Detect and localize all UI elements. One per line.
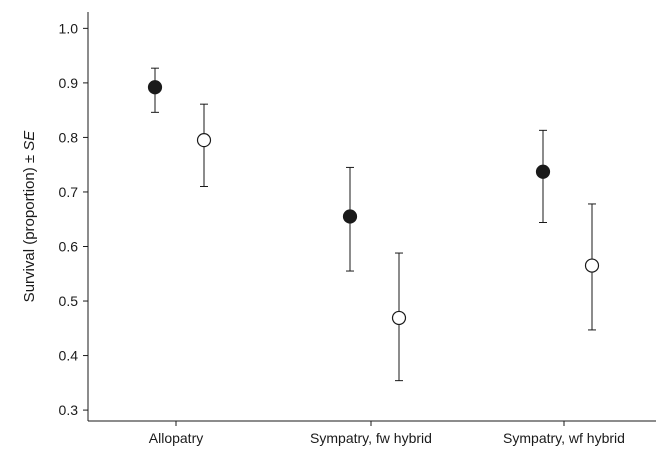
y-tick-label: 1.0 <box>59 20 79 36</box>
data-point-group <box>391 252 407 382</box>
x-category-labels: Allopatry Sympatry, fw hybrid Sympatry, wf… <box>149 421 625 446</box>
y-tick-label: 0.5 <box>59 293 79 309</box>
filled-point <box>342 209 358 224</box>
open-point <box>584 258 600 273</box>
y-axis-title: Survival (proportion) ± SE <box>21 130 38 303</box>
filled-point <box>147 80 163 95</box>
y-ticks: 0.3 0.4 0.5 0.6 0.7 0.8 0.9 1.0 <box>59 20 88 418</box>
y-tick-label: 0.9 <box>59 75 79 91</box>
x-category-label: Allopatry <box>149 430 203 446</box>
open-point <box>196 133 212 148</box>
y-tick-label: 0.7 <box>59 184 79 200</box>
data-point-group <box>535 129 551 223</box>
open-point <box>391 310 407 326</box>
x-category-label: Sympatry, fw hybrid <box>310 430 432 446</box>
y-tick-label: 0.3 <box>59 402 79 418</box>
data-point-group <box>196 103 212 188</box>
y-tick-label: 0.8 <box>59 129 79 145</box>
y-tick-label: 0.6 <box>59 238 79 254</box>
filled-point <box>535 164 551 179</box>
x-category-label: Sympatry, wf hybrid <box>503 430 625 446</box>
y-axis-title-group: Survival (proportion) ± SE <box>21 130 38 303</box>
y-tick-label: 0.4 <box>59 348 79 364</box>
y-axis-title-italic: SE <box>21 130 38 151</box>
data-point-group <box>147 67 163 113</box>
y-axis-title-text: Survival (proportion) ± <box>21 151 38 303</box>
data-point-group <box>584 203 600 331</box>
data-marks <box>147 67 600 382</box>
axes <box>87 12 656 422</box>
data-point-group <box>342 166 358 272</box>
